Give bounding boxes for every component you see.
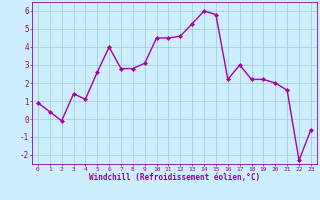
X-axis label: Windchill (Refroidissement éolien,°C): Windchill (Refroidissement éolien,°C) (89, 173, 260, 182)
